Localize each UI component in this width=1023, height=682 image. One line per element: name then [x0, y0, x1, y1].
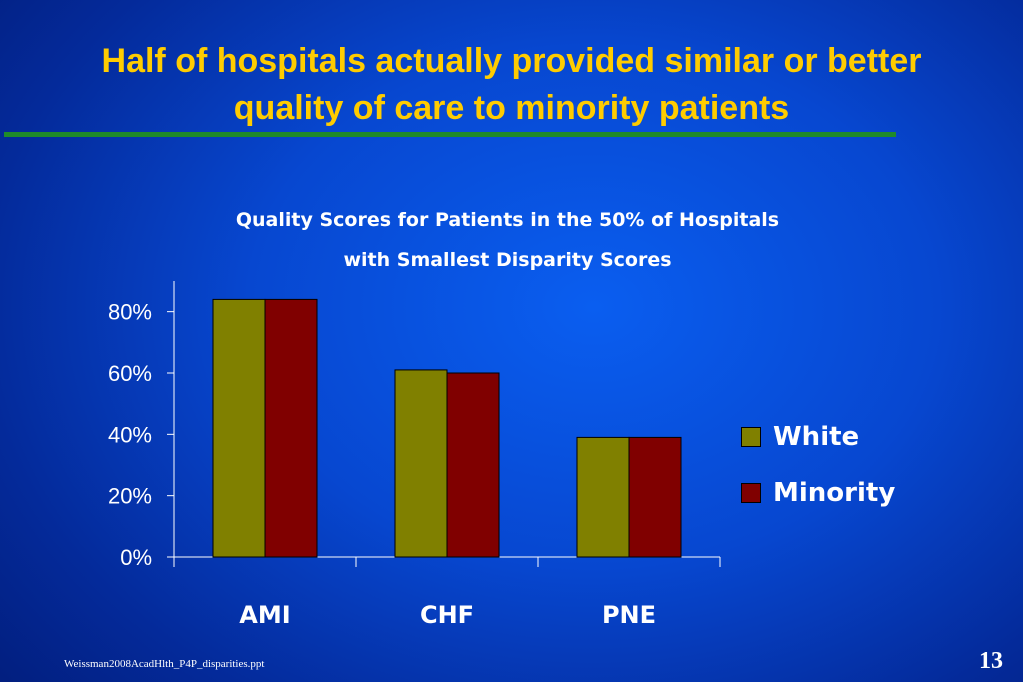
- bar-minority-ami: [264, 298, 318, 558]
- page-number: 13: [979, 648, 1003, 674]
- chart-title-line-1: Quality Scores for Patients in the 50% o…: [235, 209, 780, 231]
- y-tick-label: 40%: [108, 422, 152, 447]
- slide-title: Half of hospitals actually provided simi…: [0, 38, 1023, 132]
- footer-filename: Weissman2008AcadHlth_P4P_disparities.ppt: [64, 658, 265, 670]
- x-tick-label: AMI: [239, 601, 290, 629]
- bar-minority-chf: [446, 372, 500, 558]
- bar-white-ami: [212, 298, 266, 558]
- legend-swatch-white: [741, 427, 761, 447]
- legend-item-minority: Minority: [741, 478, 895, 508]
- legend-label-white: White: [773, 422, 860, 452]
- legend-item-white: White: [741, 422, 859, 452]
- y-tick-label: 0%: [120, 545, 152, 570]
- x-tick-label: PNE: [602, 601, 656, 629]
- slide-title-line-1: Half of hospitals actually provided simi…: [101, 42, 922, 80]
- bar-white-chf: [394, 369, 448, 558]
- y-tick-label: 60%: [108, 361, 152, 386]
- chart-title-line-2: with Smallest Disparity Scores: [343, 249, 672, 271]
- chart-title: Quality Scores for Patients in the 50% o…: [0, 200, 1015, 280]
- legend-swatch-minority: [741, 483, 761, 503]
- legend-label-minority: Minority: [773, 478, 896, 508]
- y-tick-label: 80%: [108, 300, 152, 325]
- bar-white-pne: [576, 436, 630, 558]
- title-divider: [4, 132, 896, 137]
- slide-title-line-2: quality of care to minority patients: [233, 89, 790, 127]
- bar-minority-pne: [628, 436, 682, 558]
- y-tick-label: 20%: [108, 484, 152, 509]
- x-tick-label: CHF: [420, 601, 474, 629]
